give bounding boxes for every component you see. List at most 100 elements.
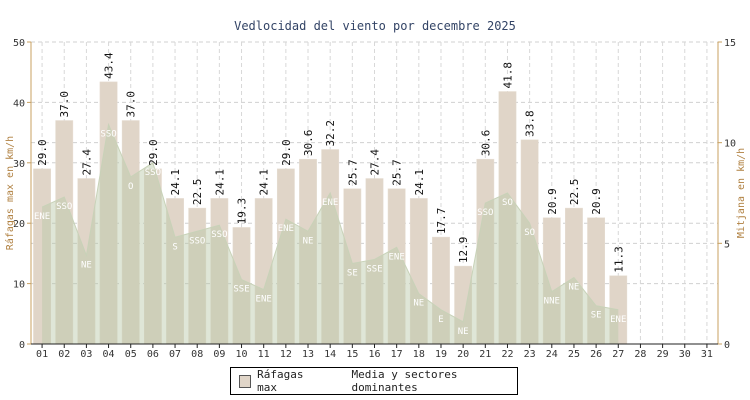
x-tick-label: 06 xyxy=(147,349,159,360)
mean-area-fill xyxy=(42,124,619,345)
sector-label: O xyxy=(128,182,133,192)
bar-value-label: 25.7 xyxy=(346,159,359,186)
y-tick-label-right: 15 xyxy=(724,38,736,49)
sector-label: SSO xyxy=(189,236,205,246)
bar-value-label: 32.2 xyxy=(324,120,337,147)
bar-value-label: 43.4 xyxy=(103,52,116,79)
bar-value-label: 33.8 xyxy=(524,110,537,137)
sector-label: SSE xyxy=(366,264,382,274)
x-tick-label: 29 xyxy=(657,349,669,360)
bar-value-label: 19.3 xyxy=(236,198,249,225)
bar-value-label: 22.5 xyxy=(191,179,204,206)
y-tick-label-right: 5 xyxy=(724,239,730,250)
x-tick-label: 04 xyxy=(103,349,115,360)
x-tick-label: 14 xyxy=(324,349,336,360)
bar-value-label: 24.1 xyxy=(413,169,426,196)
gust-bars xyxy=(33,81,628,345)
sector-label: ENE xyxy=(610,315,626,325)
bar-value-label: 27.4 xyxy=(80,149,93,176)
bar-value-label: 11.3 xyxy=(612,246,625,273)
x-tick-label: 01 xyxy=(36,349,48,360)
sector-label: NE xyxy=(458,327,469,337)
bar-value-label: 17.7 xyxy=(435,208,448,235)
y-tick-label-left: 0 xyxy=(19,340,25,351)
y-tick-label-left: 20 xyxy=(13,219,25,230)
x-tick-label: 23 xyxy=(524,349,536,360)
bar-value-label: 30.6 xyxy=(479,130,492,157)
sector-label: SSO xyxy=(56,202,72,212)
bar-value-label: 30.6 xyxy=(302,130,315,157)
x-tick-label: 17 xyxy=(391,349,403,360)
sector-label: NE xyxy=(569,283,580,293)
legend-bars-label: Ráfagas max xyxy=(257,368,304,394)
sector-label: ENE xyxy=(256,295,272,305)
x-tick-label: 27 xyxy=(612,349,624,360)
x-tick-label: 18 xyxy=(413,349,425,360)
sector-label: SSO xyxy=(477,208,493,218)
x-tick-label: 19 xyxy=(435,349,447,360)
bar-value-label: 24.1 xyxy=(258,169,271,196)
x-tick-label: 10 xyxy=(236,349,248,360)
bar-value-label: 37.0 xyxy=(58,91,71,118)
legend: Ráfagas max Media y sectores dominantes xyxy=(230,367,518,395)
sector-label: S xyxy=(172,242,177,252)
legend-area-swatch xyxy=(335,380,348,382)
x-tick-label: 28 xyxy=(634,349,646,360)
bar-value-label: 37.0 xyxy=(125,91,138,118)
bar-value-label: 22.5 xyxy=(568,179,581,206)
y-tick-label-right: 0 xyxy=(724,340,730,351)
sector-label: ENE xyxy=(322,198,338,208)
bar-value-label: 24.1 xyxy=(213,169,226,196)
bar-value-label: 20.9 xyxy=(546,188,559,215)
y-tick-label-right: 10 xyxy=(724,139,736,150)
sector-label: NE xyxy=(81,260,92,270)
x-tick-label: 16 xyxy=(368,349,380,360)
sector-label: SO xyxy=(502,198,513,208)
sector-label: ENE xyxy=(278,224,294,234)
bar-value-label: 27.4 xyxy=(369,149,382,176)
y-axis-left-label: Ráfagas max en km/h xyxy=(4,136,16,250)
bar-value-label: 41.8 xyxy=(501,62,514,89)
y-tick-label-left: 50 xyxy=(13,38,25,49)
bar-value-label: 20.9 xyxy=(590,188,603,215)
wind-chart: Vedlocidad del viento por decembre 2025 … xyxy=(4,19,747,360)
bar-value-label: 12.9 xyxy=(457,237,470,264)
y-tick-label-left: 30 xyxy=(13,159,25,170)
x-tick-label: 08 xyxy=(191,349,203,360)
x-tick-label: 31 xyxy=(701,349,713,360)
x-tick-label: 13 xyxy=(302,349,314,360)
x-tick-label: 02 xyxy=(58,349,70,360)
bar-value-label: 25.7 xyxy=(391,159,404,186)
x-tick-label: 05 xyxy=(125,349,137,360)
sector-label: SE xyxy=(591,311,602,321)
sector-label: E xyxy=(438,315,443,325)
chart-title: Vedlocidad del viento por decembre 2025 xyxy=(234,19,516,33)
sector-label: ENE xyxy=(389,252,405,262)
sector-label: NE xyxy=(413,299,424,309)
bar-value-label: 29.0 xyxy=(147,139,160,166)
x-tick-label: 11 xyxy=(258,349,270,360)
mean-area-line xyxy=(41,122,619,323)
sector-label: SSO xyxy=(145,168,161,178)
legend-area-label: Media y sectores dominantes xyxy=(351,368,458,394)
sector-label: SE xyxy=(347,268,358,278)
x-tick-label: 09 xyxy=(213,349,225,360)
sector-label: SSO xyxy=(100,130,116,140)
x-tick-label: 21 xyxy=(479,349,491,360)
legend-bars-swatch xyxy=(239,374,252,388)
bar-value-label: 29.0 xyxy=(36,139,49,166)
sector-label: SSO xyxy=(211,230,227,240)
y-axis-right-label: Mitjana en km/h xyxy=(736,148,747,238)
x-tick-label: 30 xyxy=(679,349,691,360)
bar-value-label: 29.0 xyxy=(280,139,293,166)
sector-label: NNE xyxy=(544,297,560,307)
sector-label: SO xyxy=(524,228,535,238)
sector-label: NE xyxy=(303,236,314,246)
x-tick-label: 03 xyxy=(80,349,92,360)
sector-label: SSE xyxy=(233,285,249,295)
bar-value-label: 24.1 xyxy=(169,169,182,196)
x-tick-label: 26 xyxy=(590,349,602,360)
